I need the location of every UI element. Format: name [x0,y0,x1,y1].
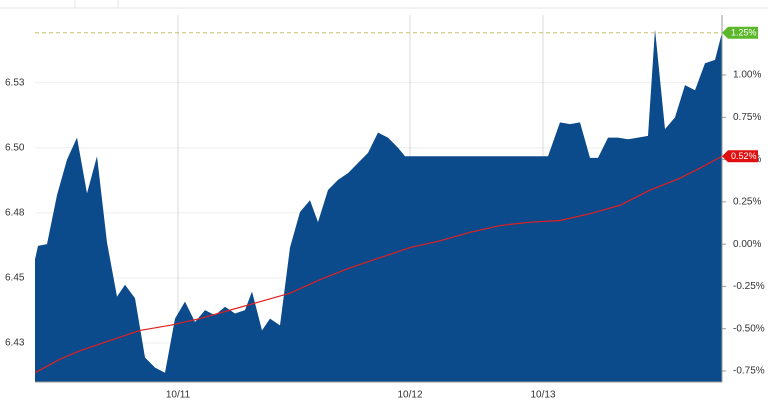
y-tick-label: 6.43 [5,338,25,349]
x-tick-label: 10/12 [397,390,422,401]
value-tag [722,26,758,39]
value-tag-label: 1.25% [731,28,757,38]
x-tick-label: 10/11 [166,390,191,401]
y2-tick-label: 0.25% [733,197,761,208]
y2-tick-label: -0.75% [733,366,765,377]
y2-tick-label: 0.00% [733,239,761,250]
y2-tick-label: -0.25% [733,281,765,292]
y2-tick-label: 0.75% [733,112,761,123]
value-tag-label: 0.52% [731,151,757,161]
value-tag [722,150,758,163]
x-tick-label: 10/13 [530,390,555,401]
line [34,155,723,374]
y-tick-label: 6.50 [5,142,25,153]
y-tick-label: 6.48 [5,207,25,218]
y-tick-label: 6.53 [5,77,25,88]
y-tick-label: 6.45 [5,273,25,284]
y2-tick-label: 1.00% [733,70,761,81]
y2-tick-label: -0.50% [733,323,765,334]
area [35,29,722,382]
